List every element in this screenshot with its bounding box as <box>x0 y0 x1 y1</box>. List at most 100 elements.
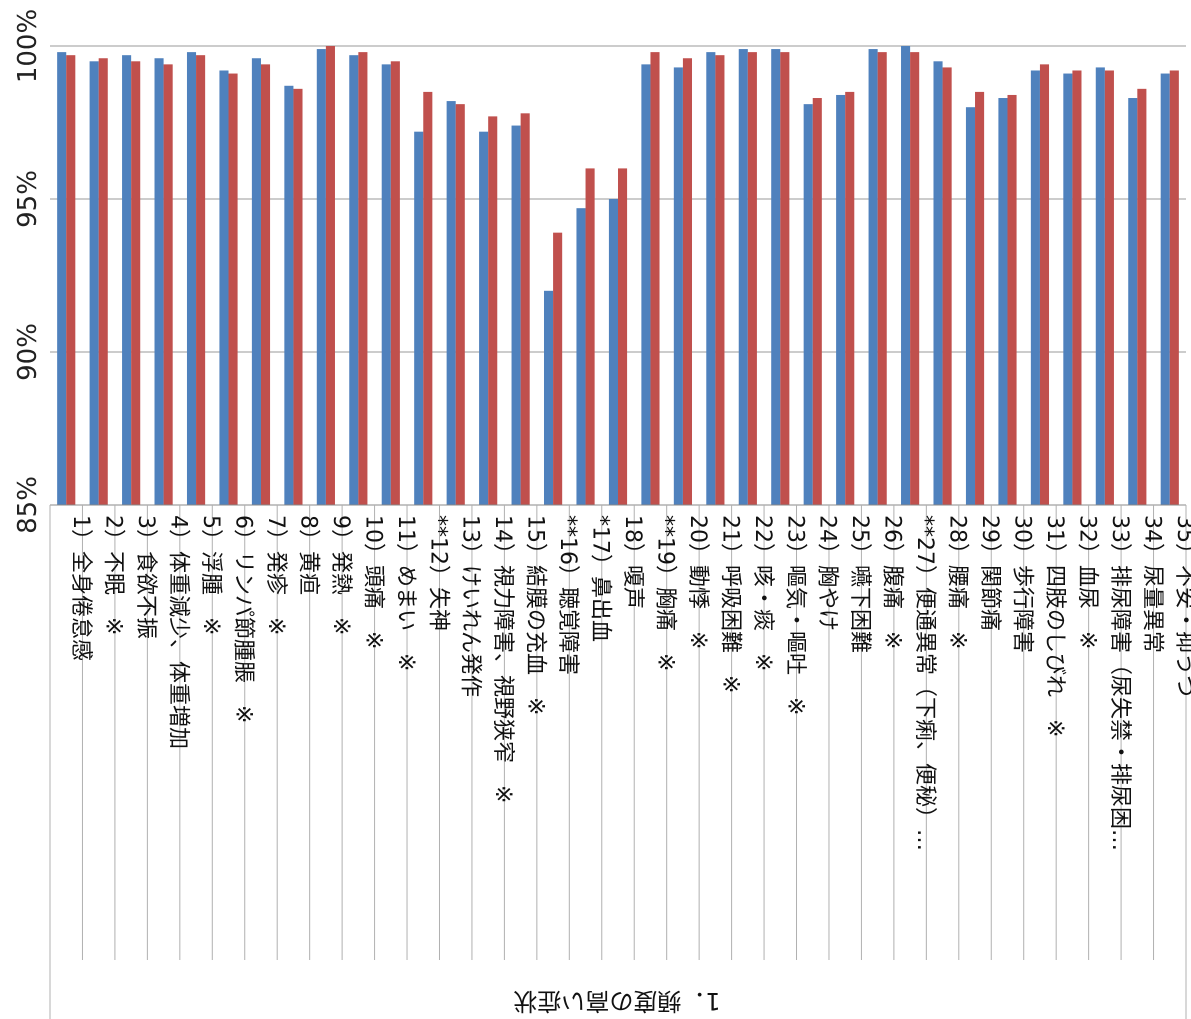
bar-series-2 <box>1072 70 1082 505</box>
bar-series-1 <box>219 70 229 505</box>
category-label: **16）聴覚障害 <box>555 515 580 675</box>
bar-series-1 <box>965 107 976 505</box>
category-label: 31）四肢のしびれ ※ <box>1042 515 1067 737</box>
y-tick-label: 100% <box>13 9 43 83</box>
category-label: 14）視力障害、視野狭窄 ※ <box>490 515 515 803</box>
category-label: 11）めまい ※ <box>393 515 418 671</box>
bar-series-2 <box>1007 94 1017 506</box>
bar-series-1 <box>738 49 748 506</box>
bar-series-2 <box>488 116 498 505</box>
category-label: 30）歩行障害 <box>1009 515 1034 653</box>
category-label: 3）食欲不振 <box>133 515 158 639</box>
category-label: **12）失神 <box>425 515 450 631</box>
bar-series-2 <box>98 58 108 506</box>
category-label: 4）体重減少、体重増加 <box>166 515 191 749</box>
bar-series-2 <box>1039 64 1050 506</box>
bar-series-1 <box>901 46 911 505</box>
category-label: 24）胸やけ <box>815 515 840 631</box>
category-label: 22）咳・痰 ※ <box>750 515 775 671</box>
bar-series-2 <box>325 46 335 505</box>
bar-series-2 <box>845 91 855 506</box>
category-label: 1）全身倦怠感 <box>68 515 93 661</box>
bar-series-1 <box>836 94 846 506</box>
category-label: 34）尿量異常 <box>1139 515 1164 653</box>
y-tick-label: 90% <box>13 323 43 381</box>
bar-series-2 <box>682 58 693 506</box>
category-label: 6）リンパ節腫脹 ※ <box>231 515 256 723</box>
bar-series-1 <box>511 125 521 505</box>
bar-series-1 <box>706 52 716 506</box>
bar-series-1 <box>1095 67 1105 506</box>
bar-series-2 <box>585 168 595 505</box>
category-label: 8）黄疸 <box>295 515 320 595</box>
bar-series-2 <box>877 52 887 506</box>
bar-series-1 <box>154 58 164 506</box>
category-label: 32）血尿 ※ <box>1074 515 1099 649</box>
bar-series-2 <box>812 98 822 506</box>
bar-series-1 <box>933 61 943 506</box>
category-label: 25）嚥下困難 <box>847 515 872 653</box>
category-label: 9）発熱 ※ <box>328 515 353 635</box>
bar-series-2 <box>293 88 303 505</box>
bar-series-2 <box>260 64 271 506</box>
bar-series-1 <box>89 61 99 506</box>
category-group-label: 1．頻度の高い症状 <box>513 987 720 1015</box>
bar-series-2 <box>1137 88 1147 505</box>
bar-series-1 <box>57 52 67 506</box>
category-label: 26）腹痛 ※ <box>880 515 905 649</box>
category-label: 21）呼吸困難 ※ <box>717 515 742 693</box>
bar-series-2 <box>455 104 465 505</box>
bar-series-1 <box>479 131 489 505</box>
bar-series-1 <box>284 85 294 505</box>
bar-series-1 <box>1063 73 1073 505</box>
bar-series-1 <box>1128 98 1138 506</box>
bar-series-2 <box>66 55 76 506</box>
bar-series-2 <box>423 91 433 506</box>
bar-series-1 <box>673 67 683 506</box>
bar-series-2 <box>358 52 368 506</box>
bar-series-2 <box>196 55 206 506</box>
category-label: *17）鼻出血 <box>588 515 613 642</box>
category-label: 7）発疹 ※ <box>263 515 288 635</box>
bar-series-2 <box>163 64 173 506</box>
y-tick-label: 85% <box>13 476 43 534</box>
category-label: **19）胸痛 ※ <box>652 515 677 671</box>
category-label: 35）不安・抑うつ <box>1172 515 1191 697</box>
category-label: 2）不眠 ※ <box>101 515 126 635</box>
bar-series-2 <box>942 67 952 506</box>
bar-series-1 <box>771 49 781 506</box>
bar-series-1 <box>543 290 554 505</box>
bar-series-2 <box>390 61 400 506</box>
bar-series-1 <box>1030 70 1040 505</box>
bar-series-2 <box>520 113 530 505</box>
category-label: 5）浮腫 ※ <box>198 515 223 635</box>
bar-series-2 <box>780 52 790 506</box>
bar-series-2 <box>553 232 563 505</box>
bar-series-2 <box>131 61 141 506</box>
category-labels: 1）全身倦怠感 2）不眠 ※ 3）食欲不振 4）体重減少、体重増加 5）浮腫 ※ 6）リン… <box>68 515 1191 851</box>
bar-series-1 <box>998 98 1008 506</box>
y-tick-label: 95% <box>13 170 43 228</box>
bars <box>57 46 1179 506</box>
bar-series-1 <box>349 55 359 506</box>
category-label: 20）動悸 ※ <box>685 515 710 649</box>
bar-series-1 <box>122 55 132 506</box>
bar-series-1 <box>316 49 326 506</box>
bar-series-1 <box>608 199 618 505</box>
bar-series-2 <box>650 52 660 506</box>
bar-series-2 <box>1169 70 1179 505</box>
bar-series-2 <box>975 91 985 506</box>
bar-series-1 <box>414 131 424 505</box>
bar-series-1 <box>641 64 651 506</box>
bar-series-1 <box>1160 73 1170 505</box>
category-label: 28）腰痛 ※ <box>945 515 970 649</box>
axes <box>49 504 1187 1019</box>
bar-series-1 <box>381 64 391 506</box>
bar-series-1 <box>446 101 456 505</box>
bar-series-1 <box>251 58 261 506</box>
category-label: 13）けいれん発作 <box>458 515 483 697</box>
bar-series-1 <box>186 52 197 506</box>
category-label: 15）結膜の充血 ※ <box>523 515 548 715</box>
category-label: **27）便通異常（下痢、便秘）… <box>912 515 937 851</box>
